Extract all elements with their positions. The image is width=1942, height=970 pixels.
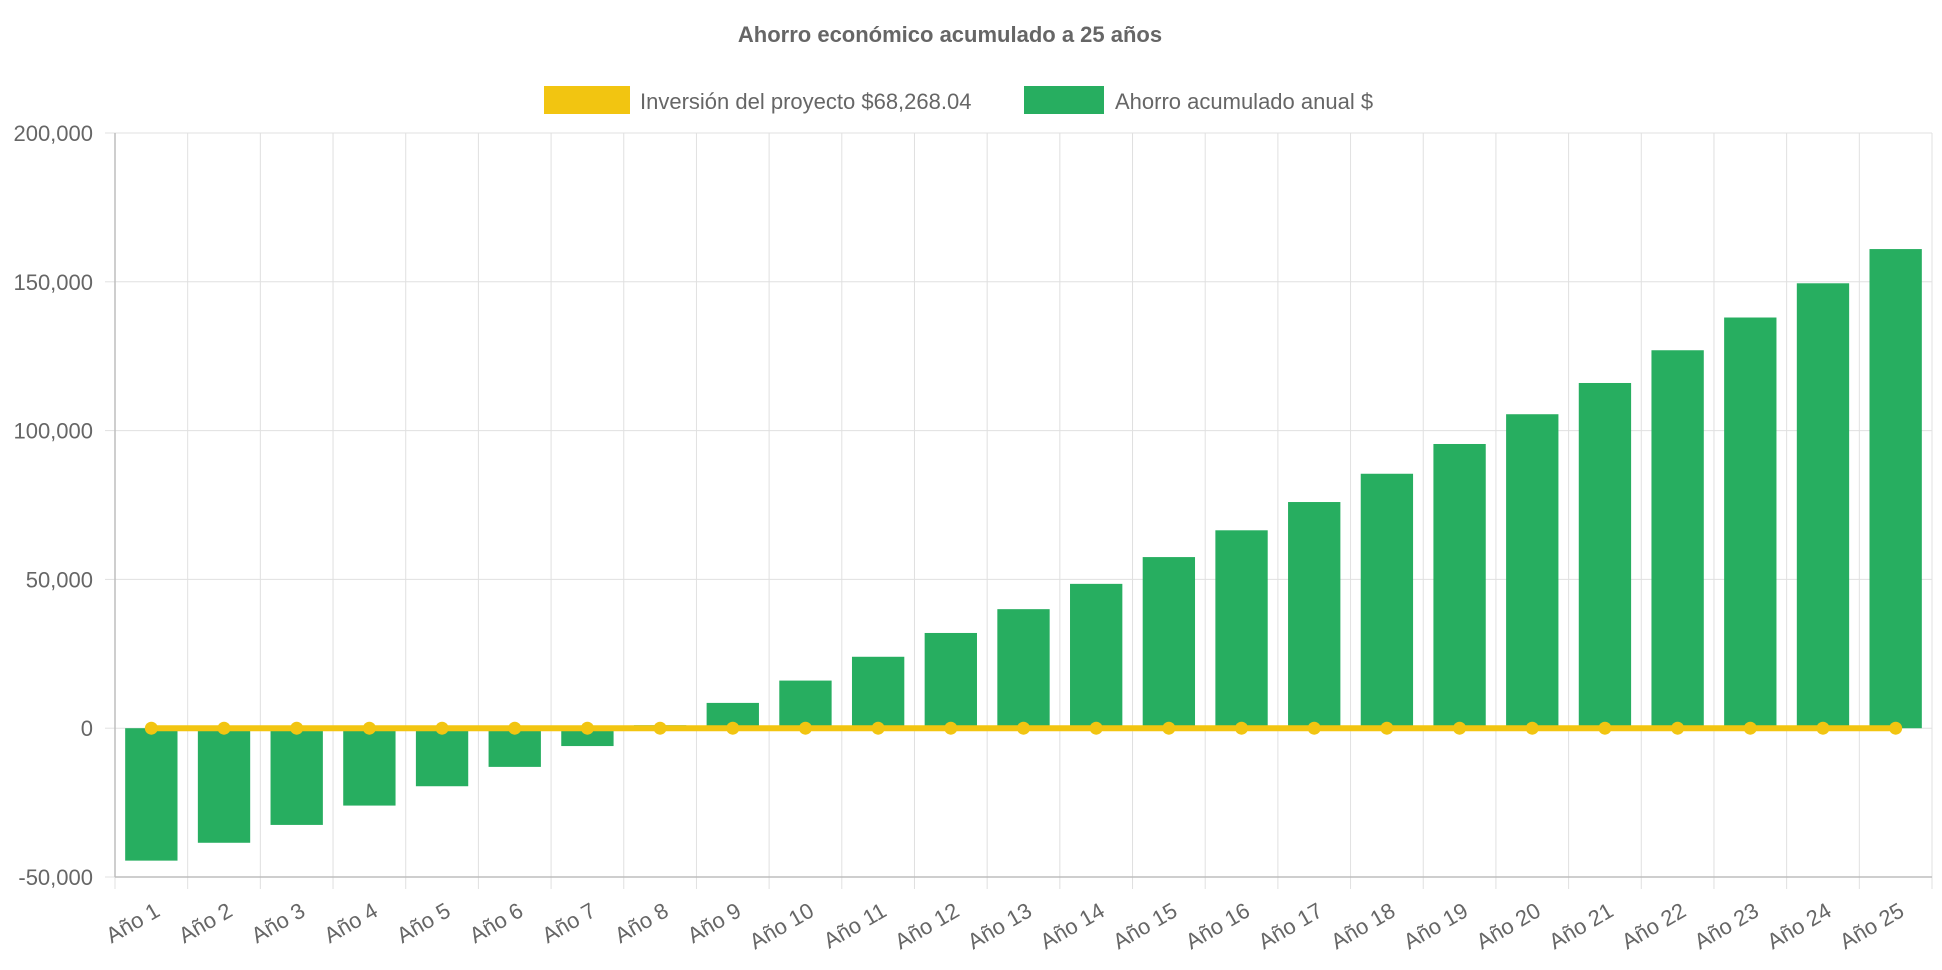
investment-point[interactable] <box>1671 721 1685 735</box>
investment-point[interactable] <box>1235 721 1249 735</box>
legend-item-investment[interactable]: Inversión del proyecto $68,268.04 <box>544 86 971 114</box>
y-tick-label: 200,000 <box>13 121 93 146</box>
x-tick-label: Año 24 <box>1763 898 1836 955</box>
bar[interactable] <box>1070 583 1123 729</box>
x-tick-label: Año 5 <box>392 898 454 948</box>
investment-point[interactable] <box>1889 721 1903 735</box>
bar[interactable] <box>561 728 614 747</box>
bar[interactable] <box>125 728 178 861</box>
investment-point[interactable] <box>1453 721 1467 735</box>
x-tick-label: Año 9 <box>683 898 745 948</box>
legend: Inversión del proyecto $68,268.04 Ahorro… <box>544 86 1373 114</box>
investment-point[interactable] <box>580 721 594 735</box>
investment-point[interactable] <box>217 721 231 735</box>
bar[interactable] <box>1433 443 1486 729</box>
y-tick-label: 50,000 <box>26 567 93 592</box>
x-tick-label: Año 12 <box>890 898 963 955</box>
x-tick-label: Año 18 <box>1327 898 1400 955</box>
x-tick-label: Año 10 <box>745 898 818 955</box>
x-tick-label: Año 20 <box>1472 898 1545 955</box>
x-tick-label: Año 16 <box>1181 898 1254 955</box>
investment-line-layer <box>144 721 1903 735</box>
legend-label-savings: Ahorro acumulado anual $ <box>1115 89 1373 114</box>
y-tick-label: 100,000 <box>13 419 93 444</box>
bar[interactable] <box>1796 283 1850 729</box>
bar[interactable] <box>1142 557 1196 729</box>
x-tick-label: Año 19 <box>1399 898 1472 955</box>
investment-point[interactable] <box>1089 721 1103 735</box>
bar[interactable] <box>1651 350 1704 729</box>
bar[interactable] <box>1288 502 1341 729</box>
x-tick-label: Año 3 <box>247 898 309 948</box>
investment-point[interactable] <box>1816 721 1830 735</box>
investment-point[interactable] <box>508 721 522 735</box>
y-tick-label: 0 <box>81 716 93 741</box>
investment-point[interactable] <box>798 721 812 735</box>
x-tick-label: Año 21 <box>1545 898 1618 955</box>
x-tick-label: Año 4 <box>320 898 382 948</box>
y-axis: -50,000 0 50,000 100,000 150,000 200,000 <box>13 121 116 890</box>
bar[interactable] <box>1215 530 1268 729</box>
bar[interactable] <box>1578 382 1632 729</box>
x-tick-label: Año 7 <box>538 898 600 948</box>
x-tick-label: Año 15 <box>1108 898 1181 955</box>
investment-point[interactable] <box>1017 721 1030 735</box>
bar[interactable] <box>1869 249 1922 729</box>
investment-point[interactable] <box>1743 721 1757 735</box>
bar[interactable] <box>415 728 469 787</box>
legend-swatch-investment <box>544 86 630 114</box>
investment-point[interactable] <box>1162 721 1176 735</box>
investment-point[interactable] <box>653 721 667 735</box>
bar[interactable] <box>1724 317 1777 729</box>
grid <box>114 132 1933 889</box>
investment-point[interactable] <box>871 721 885 735</box>
bar[interactable] <box>197 728 251 843</box>
bars <box>125 249 1922 861</box>
bar[interactable] <box>779 680 832 729</box>
investment-point[interactable] <box>1525 721 1539 735</box>
investment-point[interactable] <box>1598 721 1612 735</box>
bar[interactable] <box>343 728 396 806</box>
x-tick-label: Año 13 <box>963 898 1036 955</box>
investment-point[interactable] <box>435 721 449 735</box>
x-tick-label: Año 22 <box>1617 898 1690 955</box>
investment-point[interactable] <box>1380 721 1394 735</box>
investment-point[interactable] <box>944 721 958 735</box>
investment-point[interactable] <box>144 721 158 735</box>
investment-point[interactable] <box>726 721 740 735</box>
bar[interactable] <box>851 656 905 729</box>
investment-point[interactable] <box>1307 721 1321 735</box>
x-tick-label: Año 11 <box>819 898 890 954</box>
bar[interactable] <box>997 609 1050 729</box>
y-tick-label: -50,000 <box>18 865 93 890</box>
bar[interactable] <box>1360 473 1414 729</box>
x-tick-label: Año 23 <box>1690 898 1763 955</box>
x-tick-label: Año 17 <box>1254 898 1327 955</box>
x-tick-label: Año 14 <box>1036 898 1109 955</box>
chart-title: Ahorro económico acumulado a 25 años <box>738 22 1162 47</box>
legend-swatch-savings <box>1024 86 1104 114</box>
legend-item-savings[interactable]: Ahorro acumulado anual $ <box>1024 86 1373 114</box>
x-tick-label: Año 2 <box>174 898 236 948</box>
bar[interactable] <box>1506 414 1559 729</box>
bar[interactable] <box>270 728 323 825</box>
x-tick-label: Año 8 <box>610 898 672 948</box>
x-tick-label: Año 6 <box>465 898 527 948</box>
x-axis: Año 1 Año 2 Año 3 Año 4 Año 5 Año 6 Año 7 Año 8… <box>102 876 1932 955</box>
bar[interactable] <box>924 632 977 729</box>
investment-point[interactable] <box>362 721 376 735</box>
x-tick-label: Año 25 <box>1835 898 1908 955</box>
x-tick-label: Año 1 <box>102 898 164 948</box>
investment-point[interactable] <box>290 721 304 735</box>
y-tick-label: 150,000 <box>13 270 93 295</box>
legend-label-investment: Inversión del proyecto $68,268.04 <box>640 89 971 114</box>
